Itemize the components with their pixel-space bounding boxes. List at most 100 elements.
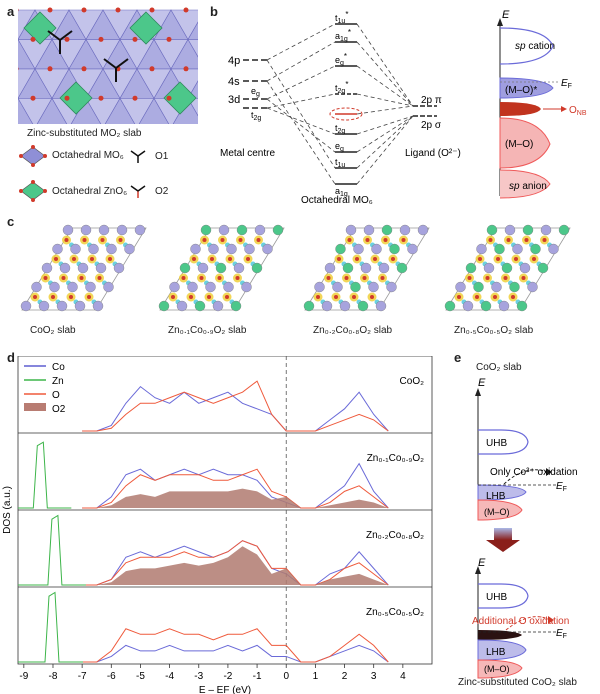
- oxygen-atom: [61, 276, 66, 280]
- svg-text:t1u*: t1u*: [335, 10, 348, 25]
- zn-atom: [251, 262, 263, 274]
- svg-text:EF: EF: [561, 78, 572, 90]
- oxygen-atom: [97, 276, 102, 280]
- zn-atom: [194, 300, 206, 312]
- co-atom: [455, 281, 466, 293]
- co-atom: [417, 224, 429, 236]
- x-tick-label: 2: [342, 671, 348, 682]
- top-note: Only Co³⁺ oxidation: [490, 467, 578, 478]
- zn-atom: [509, 281, 520, 293]
- slab-label: Zn₀.₅Co₀.₅O₂ slab: [454, 325, 534, 336]
- slab-structure: [158, 224, 285, 312]
- oxygen-atom: [72, 257, 76, 261]
- lhb-top: LHB: [486, 491, 506, 502]
- co-atom: [98, 224, 110, 236]
- co-atom: [169, 281, 180, 293]
- co-atom: [38, 300, 50, 312]
- co-atom: [106, 243, 117, 255]
- co-atom: [321, 300, 333, 312]
- co-atom: [332, 281, 343, 293]
- x-tick-label: 0: [283, 671, 289, 682]
- x-tick-label: 4: [400, 671, 406, 682]
- panel-e-label: e: [454, 350, 462, 365]
- ef-top-sub: F: [563, 486, 567, 493]
- bottom-note: Additional O oxidation: [472, 616, 569, 627]
- oxygen-atom: [69, 295, 73, 299]
- zn-atom: [501, 262, 513, 274]
- oxygen-atom: [532, 257, 536, 261]
- oxygen-atom: [51, 295, 55, 299]
- co-atom: [399, 224, 411, 236]
- oxygen-atom: [210, 257, 214, 261]
- x-tick-label: 1: [313, 671, 319, 682]
- oxygen-atom: [98, 36, 104, 42]
- co-atom: [498, 300, 510, 312]
- o1-bond: [59, 30, 73, 41]
- legend-o1: O1: [155, 151, 169, 162]
- panel-d-label: d: [7, 350, 15, 365]
- co-atom: [371, 243, 382, 255]
- oxygen-atom: [337, 257, 341, 261]
- co-atom: [74, 300, 86, 312]
- zn-atom: [465, 262, 477, 274]
- uhb-top: UHB: [486, 438, 507, 449]
- legend-zno6: Octahedral ZnO₆: [52, 186, 128, 197]
- zn-atom: [381, 224, 393, 236]
- zn-atom: [230, 300, 242, 312]
- oxygen-atom: [166, 36, 172, 42]
- co-atom: [134, 224, 146, 236]
- co-atom: [345, 224, 357, 236]
- co-atom: [483, 262, 495, 274]
- co-atom: [241, 281, 252, 293]
- oxygen-atom: [220, 238, 225, 242]
- co-atom: [378, 262, 390, 274]
- oxygen-atom: [30, 95, 36, 101]
- zn-atom: [473, 281, 484, 293]
- zn-atom: [558, 224, 570, 236]
- oxygen-atom: [542, 238, 547, 242]
- panel-e-bottom-title: Zinc-substituted CoO₂ slab: [458, 677, 577, 688]
- oxygen-atom: [524, 238, 529, 242]
- level-4s: 4s: [228, 76, 240, 88]
- co-atom: [197, 262, 209, 274]
- oxygen-atom: [485, 276, 490, 280]
- oxygen-atom: [149, 7, 155, 13]
- svg-text:sp cation: sp cation: [515, 41, 555, 52]
- svg-text:EF: EF: [556, 628, 567, 640]
- legend-swatch: [24, 403, 46, 411]
- co-atom: [205, 281, 216, 293]
- oxygen-atom: [149, 66, 155, 72]
- zn-atom: [530, 243, 541, 255]
- zn-atom: [357, 300, 369, 312]
- zn-atom: [272, 224, 284, 236]
- co-atom: [360, 262, 372, 274]
- co-atom: [190, 243, 201, 255]
- zn-line: [18, 441, 72, 509]
- zinc-slab-structure: [18, 7, 198, 124]
- co-atom: [314, 281, 325, 293]
- mo-diagram: 4p 4s 3d eg t2g t1u* a1g* eg* t2g* t2g e…: [220, 9, 587, 204]
- oxygen-atom: [238, 238, 243, 242]
- co-atom: [56, 300, 68, 312]
- oxygen-atom: [344, 276, 349, 280]
- x-tick-label: -4: [165, 671, 174, 682]
- o1-bond: [103, 58, 117, 69]
- svg-text:a1g*: a1g*: [335, 28, 351, 43]
- panel-a-caption: Zinc-substituted MO₂ slab: [27, 128, 142, 139]
- co-line: [82, 385, 389, 432]
- o2-area: [82, 488, 389, 508]
- lhb-bottom: LHB: [486, 647, 506, 658]
- co-atom: [116, 224, 128, 236]
- co-atom: [353, 243, 364, 255]
- oxygen-atom: [475, 295, 479, 299]
- co-atom: [262, 243, 273, 255]
- zn-atom: [335, 243, 346, 255]
- co-atom: [31, 281, 42, 293]
- co-atom: [113, 262, 125, 274]
- oxygen-atom: [380, 276, 385, 280]
- legend-label: Zn: [52, 376, 64, 387]
- dos-row-label: Zn₀.₂Co₀.₈O₂: [366, 530, 424, 541]
- co-atom: [218, 224, 230, 236]
- zn-line: [18, 591, 83, 663]
- slab-structure: [303, 224, 430, 312]
